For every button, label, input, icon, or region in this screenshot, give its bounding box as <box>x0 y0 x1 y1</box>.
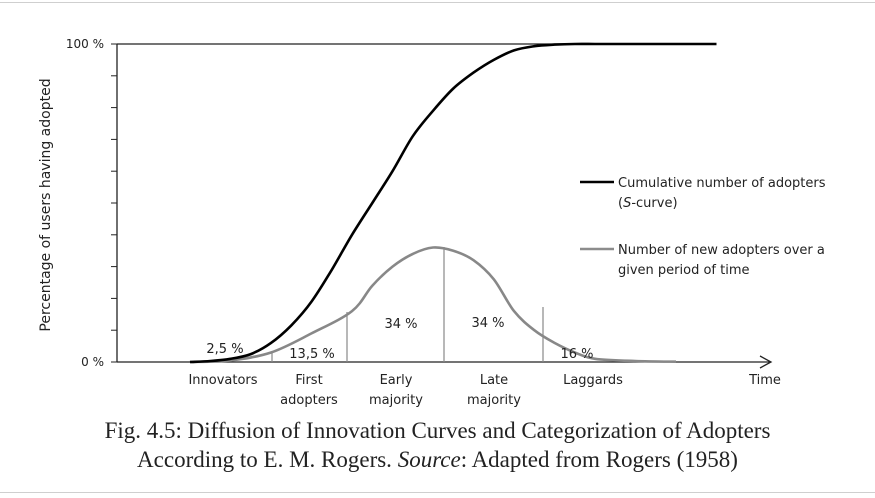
top-rule <box>0 2 875 3</box>
figure-caption-line1: Fig. 4.5: Diffusion of Innovation Curves… <box>104 418 771 443</box>
category-label-first-line2: adopters <box>280 393 338 408</box>
series-line-cumulative-adopters <box>189 42 717 364</box>
category-label-early-line1: Early <box>380 373 413 388</box>
legend: Cumulative number of adopters (S-curve) … <box>580 176 826 278</box>
bottom-rule <box>0 492 875 493</box>
segment-label-innovators: 2,5 % <box>206 342 243 357</box>
series-line-new-adopters <box>189 246 677 364</box>
segment-label-first-adopters: 13,5 % <box>289 347 334 362</box>
legend-label-new-adopters-line2: given period of time <box>618 263 750 278</box>
y-axis-label: Percentage of users having adopted <box>38 78 54 331</box>
figure-caption-line2: According to E. M. Rogers. Source: Adapt… <box>0 445 875 474</box>
category-label-late-line2: majority <box>467 393 521 408</box>
segment-label-late-majority: 34 % <box>471 316 504 331</box>
category-label-early-line2: majority <box>369 393 423 408</box>
diffusion-chart: 100 % 0 % Percentage of users having ado… <box>38 37 826 408</box>
category-label-innovators: Innovators <box>188 373 257 388</box>
segment-label-laggards: 16 % <box>560 347 593 362</box>
segment-label-early-majority: 34 % <box>384 317 417 332</box>
legend-label-cumulative-line1: Cumulative number of adopters <box>618 176 826 191</box>
x-axis-arrow <box>759 355 773 369</box>
y-axis-ticks <box>111 43 117 363</box>
caption-text: According to E. M. Rogers. <box>137 447 398 472</box>
caption-source-label: Source <box>397 447 461 472</box>
category-label-first-line1: First <box>295 373 322 388</box>
x-axis-label: Time <box>748 373 781 388</box>
caption-source-text: : Adapted from Rogers (1958) <box>460 447 738 472</box>
y-tick-label-0: 0 % <box>81 355 104 369</box>
legend-label-cumulative-line2: (S-curve) <box>618 196 678 211</box>
legend-label-new-adopters-line1: Number of new adopters over a <box>618 243 825 258</box>
category-label-late-line1: Late <box>480 373 508 388</box>
y-tick-label-100: 100 % <box>66 37 104 51</box>
category-label-laggards: Laggards <box>563 373 623 388</box>
